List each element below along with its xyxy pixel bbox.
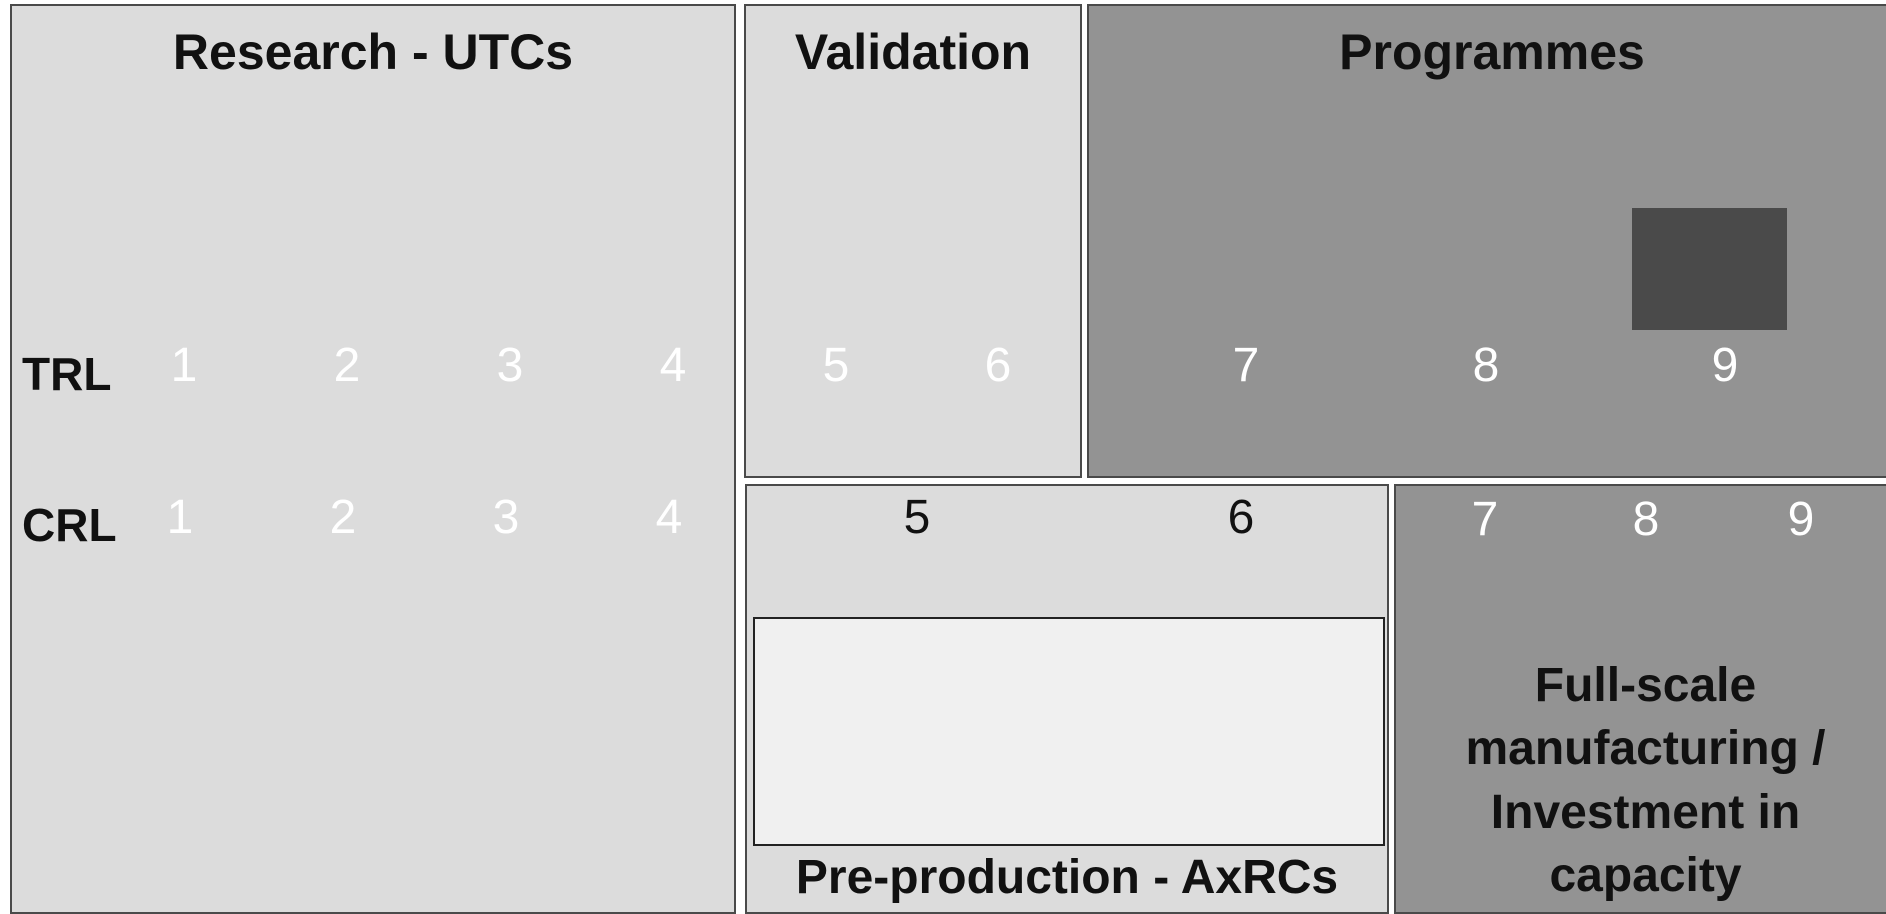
fullscale-title-line: manufacturing / [1465, 722, 1826, 776]
research-utcs-box: Research - UTCs [10, 4, 736, 914]
fullscale-title-line: capacity [1549, 849, 1742, 903]
trl-level: 5 [822, 339, 850, 392]
fullscale-title-line: Investment in [1490, 785, 1801, 839]
validation-title: Validation [794, 24, 1032, 80]
crl-level: 7 [1471, 493, 1499, 546]
crl-level: 8 [1632, 493, 1660, 546]
trl-level: 3 [496, 339, 524, 392]
fullscale-title: Full-scale manufacturing / Investment in… [1396, 654, 1886, 907]
trl-level: 9 [1711, 339, 1739, 392]
trl-level: 2 [333, 339, 361, 392]
trl-row-label: TRL [22, 348, 112, 400]
trl-level: 8 [1472, 339, 1500, 392]
crl-level: 3 [492, 491, 520, 544]
programmes-title: Programmes [1339, 24, 1645, 80]
fullscale-manufacturing-box: Full-scale manufacturing / Investment in… [1394, 484, 1886, 914]
crl-level: 1 [166, 491, 194, 544]
preproduction-inner-panel [753, 617, 1385, 846]
trl-level: 1 [170, 339, 198, 392]
trl-level: 7 [1232, 339, 1260, 392]
crl-level: 9 [1787, 493, 1815, 546]
crl-row-label: CRL [22, 499, 117, 551]
crl-level: 4 [655, 491, 683, 544]
preproduction-title: Pre-production - AxRCs [795, 851, 1339, 904]
trl-level: 6 [984, 339, 1012, 392]
programmes-dark-square [1632, 208, 1787, 330]
crl-level: 2 [329, 491, 357, 544]
validation-box: Validation [744, 4, 1082, 478]
research-title: Research - UTCs [172, 24, 574, 80]
crl-level: 6 [1227, 491, 1255, 544]
fullscale-title-line: Full-scale [1534, 659, 1757, 712]
crl-level: 5 [903, 491, 931, 544]
trl-level: 4 [659, 339, 687, 392]
